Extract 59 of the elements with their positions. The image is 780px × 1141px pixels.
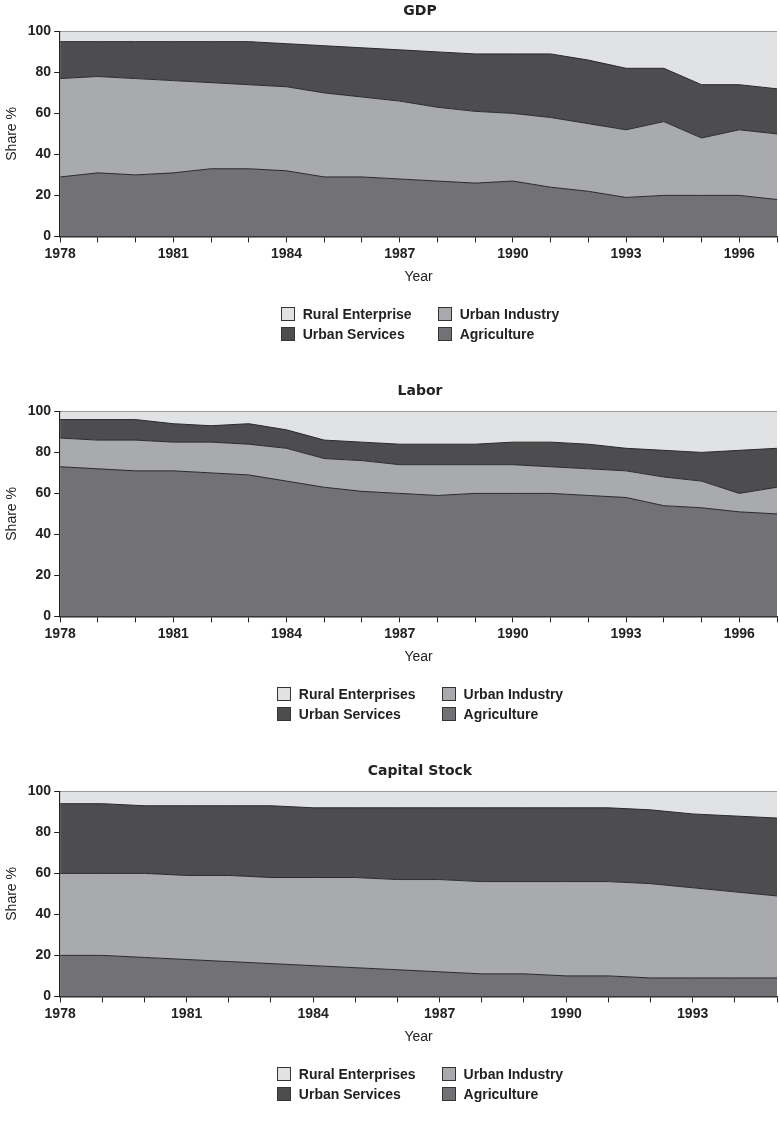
x-tick-label: 1987 bbox=[424, 1004, 456, 1021]
y-tick-label: 20 bbox=[35, 186, 52, 203]
legend-label: Urban Services bbox=[302, 326, 405, 342]
x-tick-label: 1984 bbox=[270, 244, 303, 261]
x-axis-title: Year bbox=[404, 1028, 434, 1045]
x-tick-label: 1993 bbox=[610, 244, 642, 261]
legend-label: Urban Services bbox=[298, 706, 401, 722]
y-tick-label: 100 bbox=[27, 782, 52, 799]
x-tick-label: 1996 bbox=[723, 244, 756, 261]
legend-label: Urban Services bbox=[298, 1086, 401, 1102]
chart-title: GDP bbox=[402, 1, 438, 20]
chart-title: Labor bbox=[396, 381, 444, 400]
y-tick-label: 40 bbox=[35, 145, 52, 162]
x-tick-label: 1990 bbox=[550, 1004, 582, 1021]
legend-label: Urban Industry bbox=[463, 1066, 564, 1082]
legend-label: Urban Industry bbox=[459, 306, 560, 322]
x-tick-label: 1996 bbox=[723, 624, 756, 641]
x-tick-label: 1978 bbox=[44, 1004, 76, 1021]
y-tick-label: 40 bbox=[35, 525, 52, 542]
legend-label: Rural Enterprises bbox=[298, 1066, 416, 1082]
x-tick-label: 1981 bbox=[171, 1004, 203, 1021]
x-tick-label: 1990 bbox=[497, 244, 529, 261]
x-tick-label: 1993 bbox=[677, 1004, 709, 1021]
y-tick-label: 80 bbox=[35, 63, 52, 80]
x-tick-label: 1990 bbox=[497, 624, 529, 641]
y-tick-label: 100 bbox=[27, 22, 52, 39]
legend-label: Agriculture bbox=[459, 326, 535, 342]
y-tick-label: 0 bbox=[43, 987, 52, 1004]
y-axis-title: Share % bbox=[3, 867, 20, 921]
y-tick-label: 60 bbox=[35, 484, 52, 501]
y-tick-label: 20 bbox=[35, 946, 52, 963]
x-tick-label: 1987 bbox=[384, 624, 416, 641]
legend-label: Agriculture bbox=[463, 706, 539, 722]
y-tick-label: 0 bbox=[43, 227, 52, 244]
legend-label: Rural Enterprise bbox=[302, 306, 412, 322]
x-tick-label: 1981 bbox=[157, 244, 190, 261]
x-axis-title: Year bbox=[404, 268, 434, 285]
y-tick-label: 20 bbox=[35, 566, 52, 583]
x-axis-title: Year bbox=[404, 648, 434, 665]
x-tick-label: 1993 bbox=[610, 624, 642, 641]
y-axis-title: Share % bbox=[3, 487, 20, 541]
y-tick-label: 40 bbox=[35, 905, 52, 922]
legend-label: Rural Enterprises bbox=[298, 686, 416, 702]
x-tick-label: 1984 bbox=[270, 624, 303, 641]
y-tick-label: 80 bbox=[35, 443, 52, 460]
y-tick-label: 60 bbox=[35, 104, 52, 121]
y-axis-title: Share % bbox=[3, 107, 20, 161]
y-tick-label: 60 bbox=[35, 864, 52, 881]
chart-title: Capital Stock bbox=[366, 761, 474, 780]
y-tick-label: 100 bbox=[27, 402, 52, 419]
x-tick-label: 1987 bbox=[384, 244, 416, 261]
y-tick-label: 0 bbox=[43, 607, 52, 624]
y-tick-label: 80 bbox=[35, 823, 52, 840]
legend-label: Agriculture bbox=[463, 1086, 539, 1102]
x-tick-label: 1978 bbox=[44, 244, 76, 261]
x-tick-label: 1984 bbox=[297, 1004, 329, 1021]
x-tick-label: 1981 bbox=[157, 624, 190, 641]
legend-label: Urban Industry bbox=[463, 686, 564, 702]
x-tick-label: 1978 bbox=[44, 624, 76, 641]
